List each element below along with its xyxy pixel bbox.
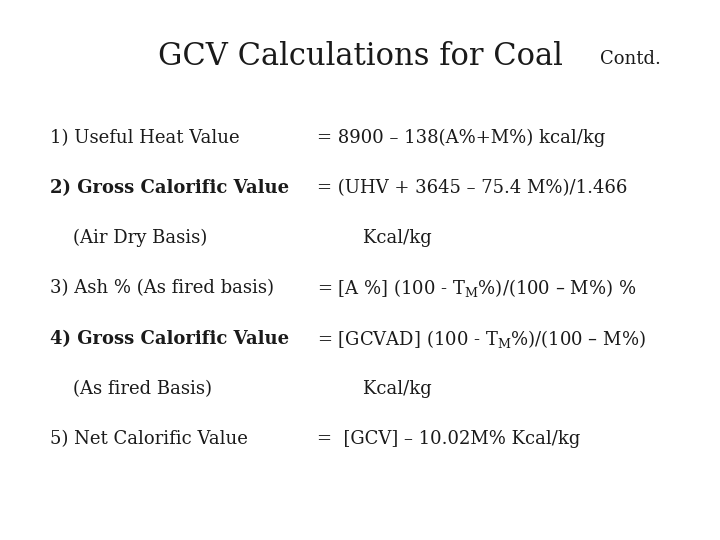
Text: = 8900 – 138(A%+M%) kcal/kg: = 8900 – 138(A%+M%) kcal/kg bbox=[317, 129, 606, 147]
Text: = (UHV + 3645 – 75.4 M%)/1.466: = (UHV + 3645 – 75.4 M%)/1.466 bbox=[317, 179, 627, 197]
Text: 4) Gross Calorific Value: 4) Gross Calorific Value bbox=[50, 329, 289, 348]
Text: 5) Net Calorific Value: 5) Net Calorific Value bbox=[50, 430, 248, 448]
Text: 2) Gross Calorific Value: 2) Gross Calorific Value bbox=[50, 179, 289, 197]
Text: (Air Dry Basis): (Air Dry Basis) bbox=[50, 229, 207, 247]
Text: (As fired Basis): (As fired Basis) bbox=[50, 380, 212, 398]
Text: = [GCVAD] (100 - T$_{\mathregular{M}}$%)/(100 – M%): = [GCVAD] (100 - T$_{\mathregular{M}}$%)… bbox=[317, 328, 646, 349]
Text: = [A %] (100 - T$_{\mathregular{M}}$%)/(100 – M%) %: = [A %] (100 - T$_{\mathregular{M}}$%)/(… bbox=[317, 278, 636, 299]
Text: Kcal/kg: Kcal/kg bbox=[317, 380, 431, 398]
Text: 1) Useful Heat Value: 1) Useful Heat Value bbox=[50, 129, 240, 147]
Text: Kcal/kg: Kcal/kg bbox=[317, 229, 431, 247]
Text: GCV Calculations for Coal: GCV Calculations for Coal bbox=[158, 41, 562, 72]
Text: Contd.: Contd. bbox=[600, 50, 661, 69]
Text: =  [GCV] – 10.02M% Kcal/kg: = [GCV] – 10.02M% Kcal/kg bbox=[317, 430, 580, 448]
Text: 3) Ash % (As fired basis): 3) Ash % (As fired basis) bbox=[50, 279, 274, 298]
